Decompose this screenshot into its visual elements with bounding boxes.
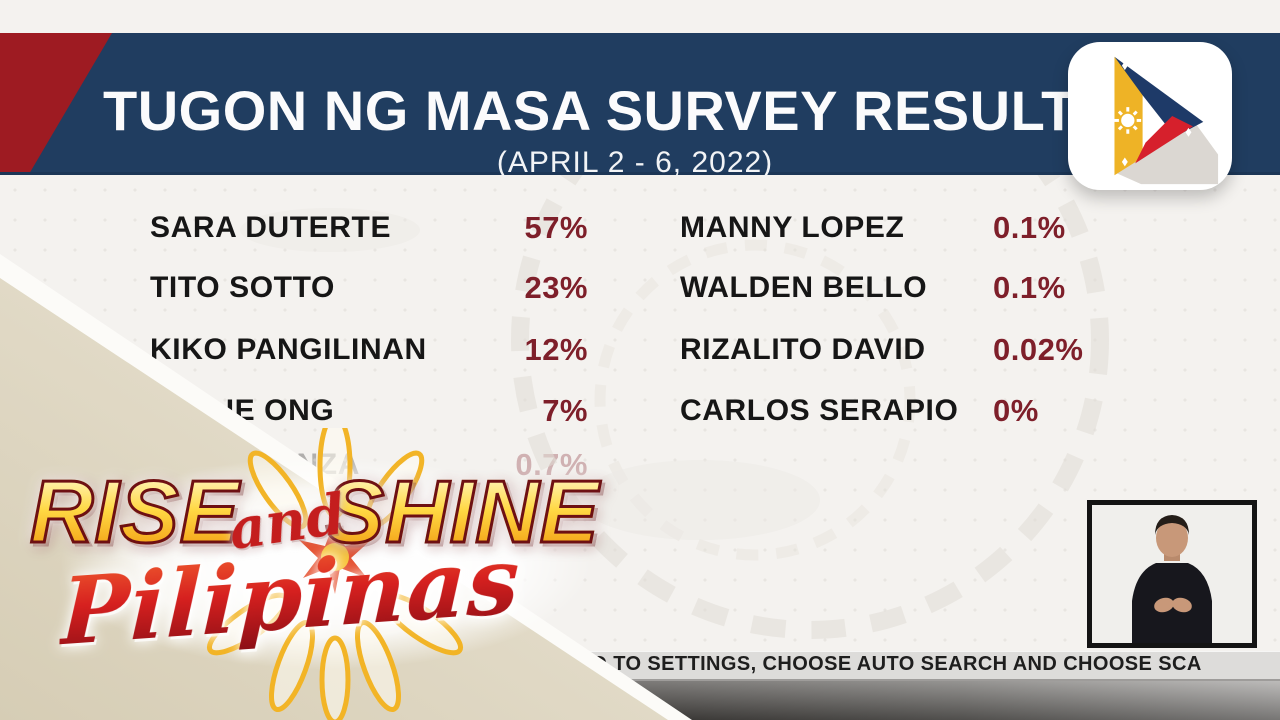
candidate-name: CARLOS SERAPIO	[680, 394, 959, 427]
banner-red-wedge	[0, 33, 112, 172]
candidate-name: KIKO PANGILINAN	[150, 333, 427, 366]
rise-text: RISE	[28, 462, 240, 561]
rise-and-shine-pilipinas-logo: RISE and SHINE Pilipinas	[0, 428, 685, 720]
candidate-percent: 0.02%	[993, 332, 1084, 367]
candidate-percent: 0%	[993, 393, 1039, 428]
ptv-logo	[1068, 42, 1232, 190]
candidate-percent: 12%	[524, 332, 588, 367]
candidate-percent: 7%	[542, 393, 588, 428]
candidate-name: WALDEN BELLO	[680, 271, 928, 304]
interpreter-figure	[1132, 515, 1212, 643]
candidate-name: WILLIE ONG	[150, 394, 335, 427]
survey-date-range: (APRIL 2 - 6, 2022)	[496, 146, 774, 179]
candidate-name: SARA DUTERTE	[150, 211, 392, 244]
candidate-percent: 23%	[524, 270, 588, 305]
candidate-name: MANNY LOPEZ	[680, 211, 905, 244]
and-text: and	[225, 481, 350, 563]
survey-title: TUGON NG MASA SURVEY RESULTS	[103, 79, 1114, 142]
candidate-percent: 57%	[524, 210, 588, 245]
candidate-name: RIZALITO DAVID	[680, 333, 926, 366]
sign-language-interpreter-box	[1087, 500, 1257, 648]
ptv-triangle-icon	[1114, 56, 1219, 185]
candidate-name: TITO SOTTO	[150, 271, 335, 304]
header-banner: TUGON NG MASA SURVEY RESULTS (APRIL 2 - …	[0, 33, 1280, 179]
candidate-percent: 0.1%	[993, 270, 1066, 305]
candidate-percent: 0.1%	[993, 210, 1066, 245]
